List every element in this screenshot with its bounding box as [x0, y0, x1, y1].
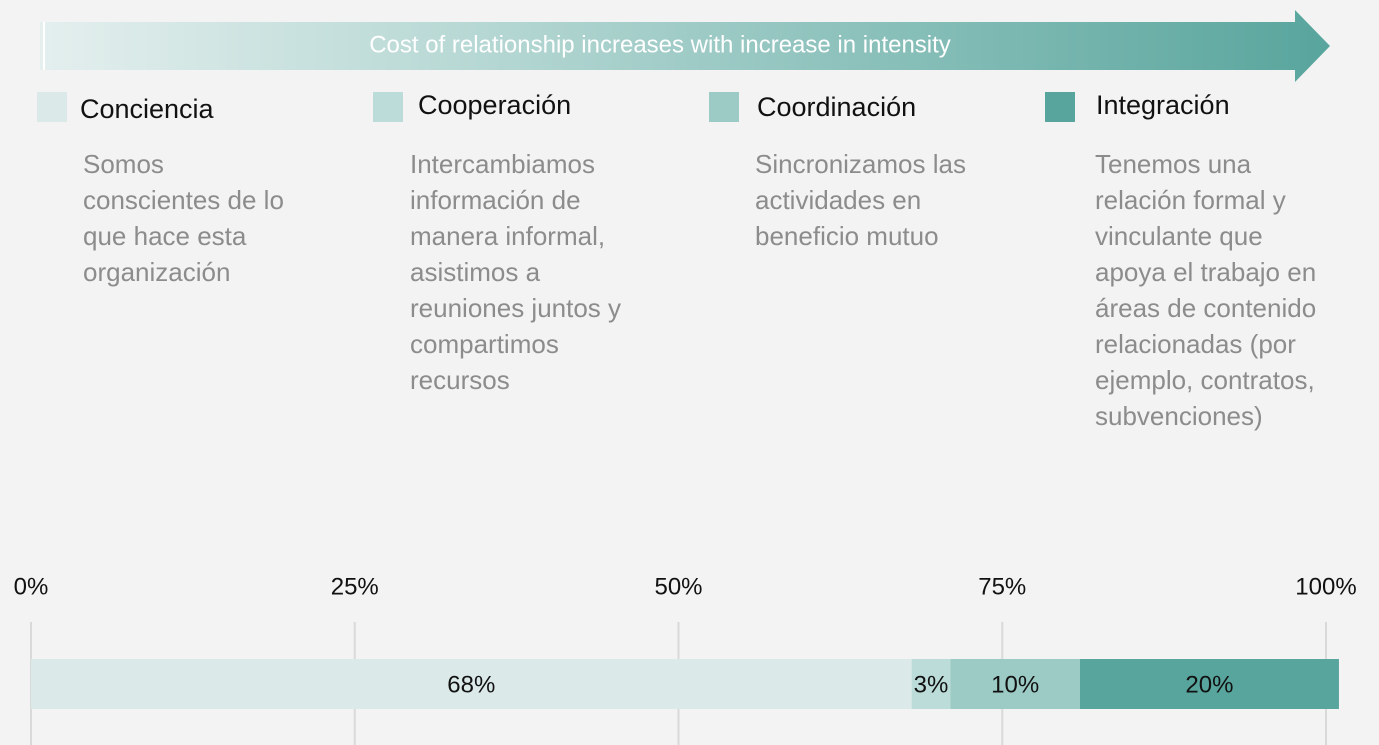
bar-segment [1079, 659, 1339, 709]
x-tick-label: 75% [978, 573, 1026, 600]
arrow-text: Cost of relationship increases with incr… [369, 31, 951, 58]
value-label: 68% [447, 671, 495, 698]
value-label: 3% [914, 671, 949, 698]
bar-segment [31, 659, 912, 709]
legend-swatch [709, 92, 739, 122]
legend-name: Conciencia [80, 94, 214, 124]
x-tick-label: 0% [14, 573, 49, 600]
legend-name: Integración [1096, 90, 1230, 120]
legend-swatch [1045, 92, 1075, 122]
value-label: 20% [1185, 671, 1233, 698]
legend-name: Cooperación [418, 90, 572, 120]
legend-description: Intercambiamos información de manera inf… [410, 149, 622, 395]
bar-segment [911, 659, 951, 709]
value-label: 10% [991, 671, 1039, 698]
legend-description: Tenemos una relación formal y vinculante… [1095, 149, 1317, 431]
x-tick-label: 25% [331, 573, 379, 600]
intensity-arrow [40, 10, 1330, 82]
legend-swatch [373, 92, 403, 122]
x-tick-label: 100% [1295, 573, 1356, 600]
bar-segment [950, 659, 1080, 709]
legend-swatch [37, 92, 67, 122]
x-tick-label: 50% [654, 573, 702, 600]
legend-description: Somos conscientes de lo que hace esta or… [83, 149, 284, 287]
legend-description: Sincronizamos las actividades en benefic… [755, 149, 966, 251]
legend-name: Coordinación [757, 92, 917, 122]
